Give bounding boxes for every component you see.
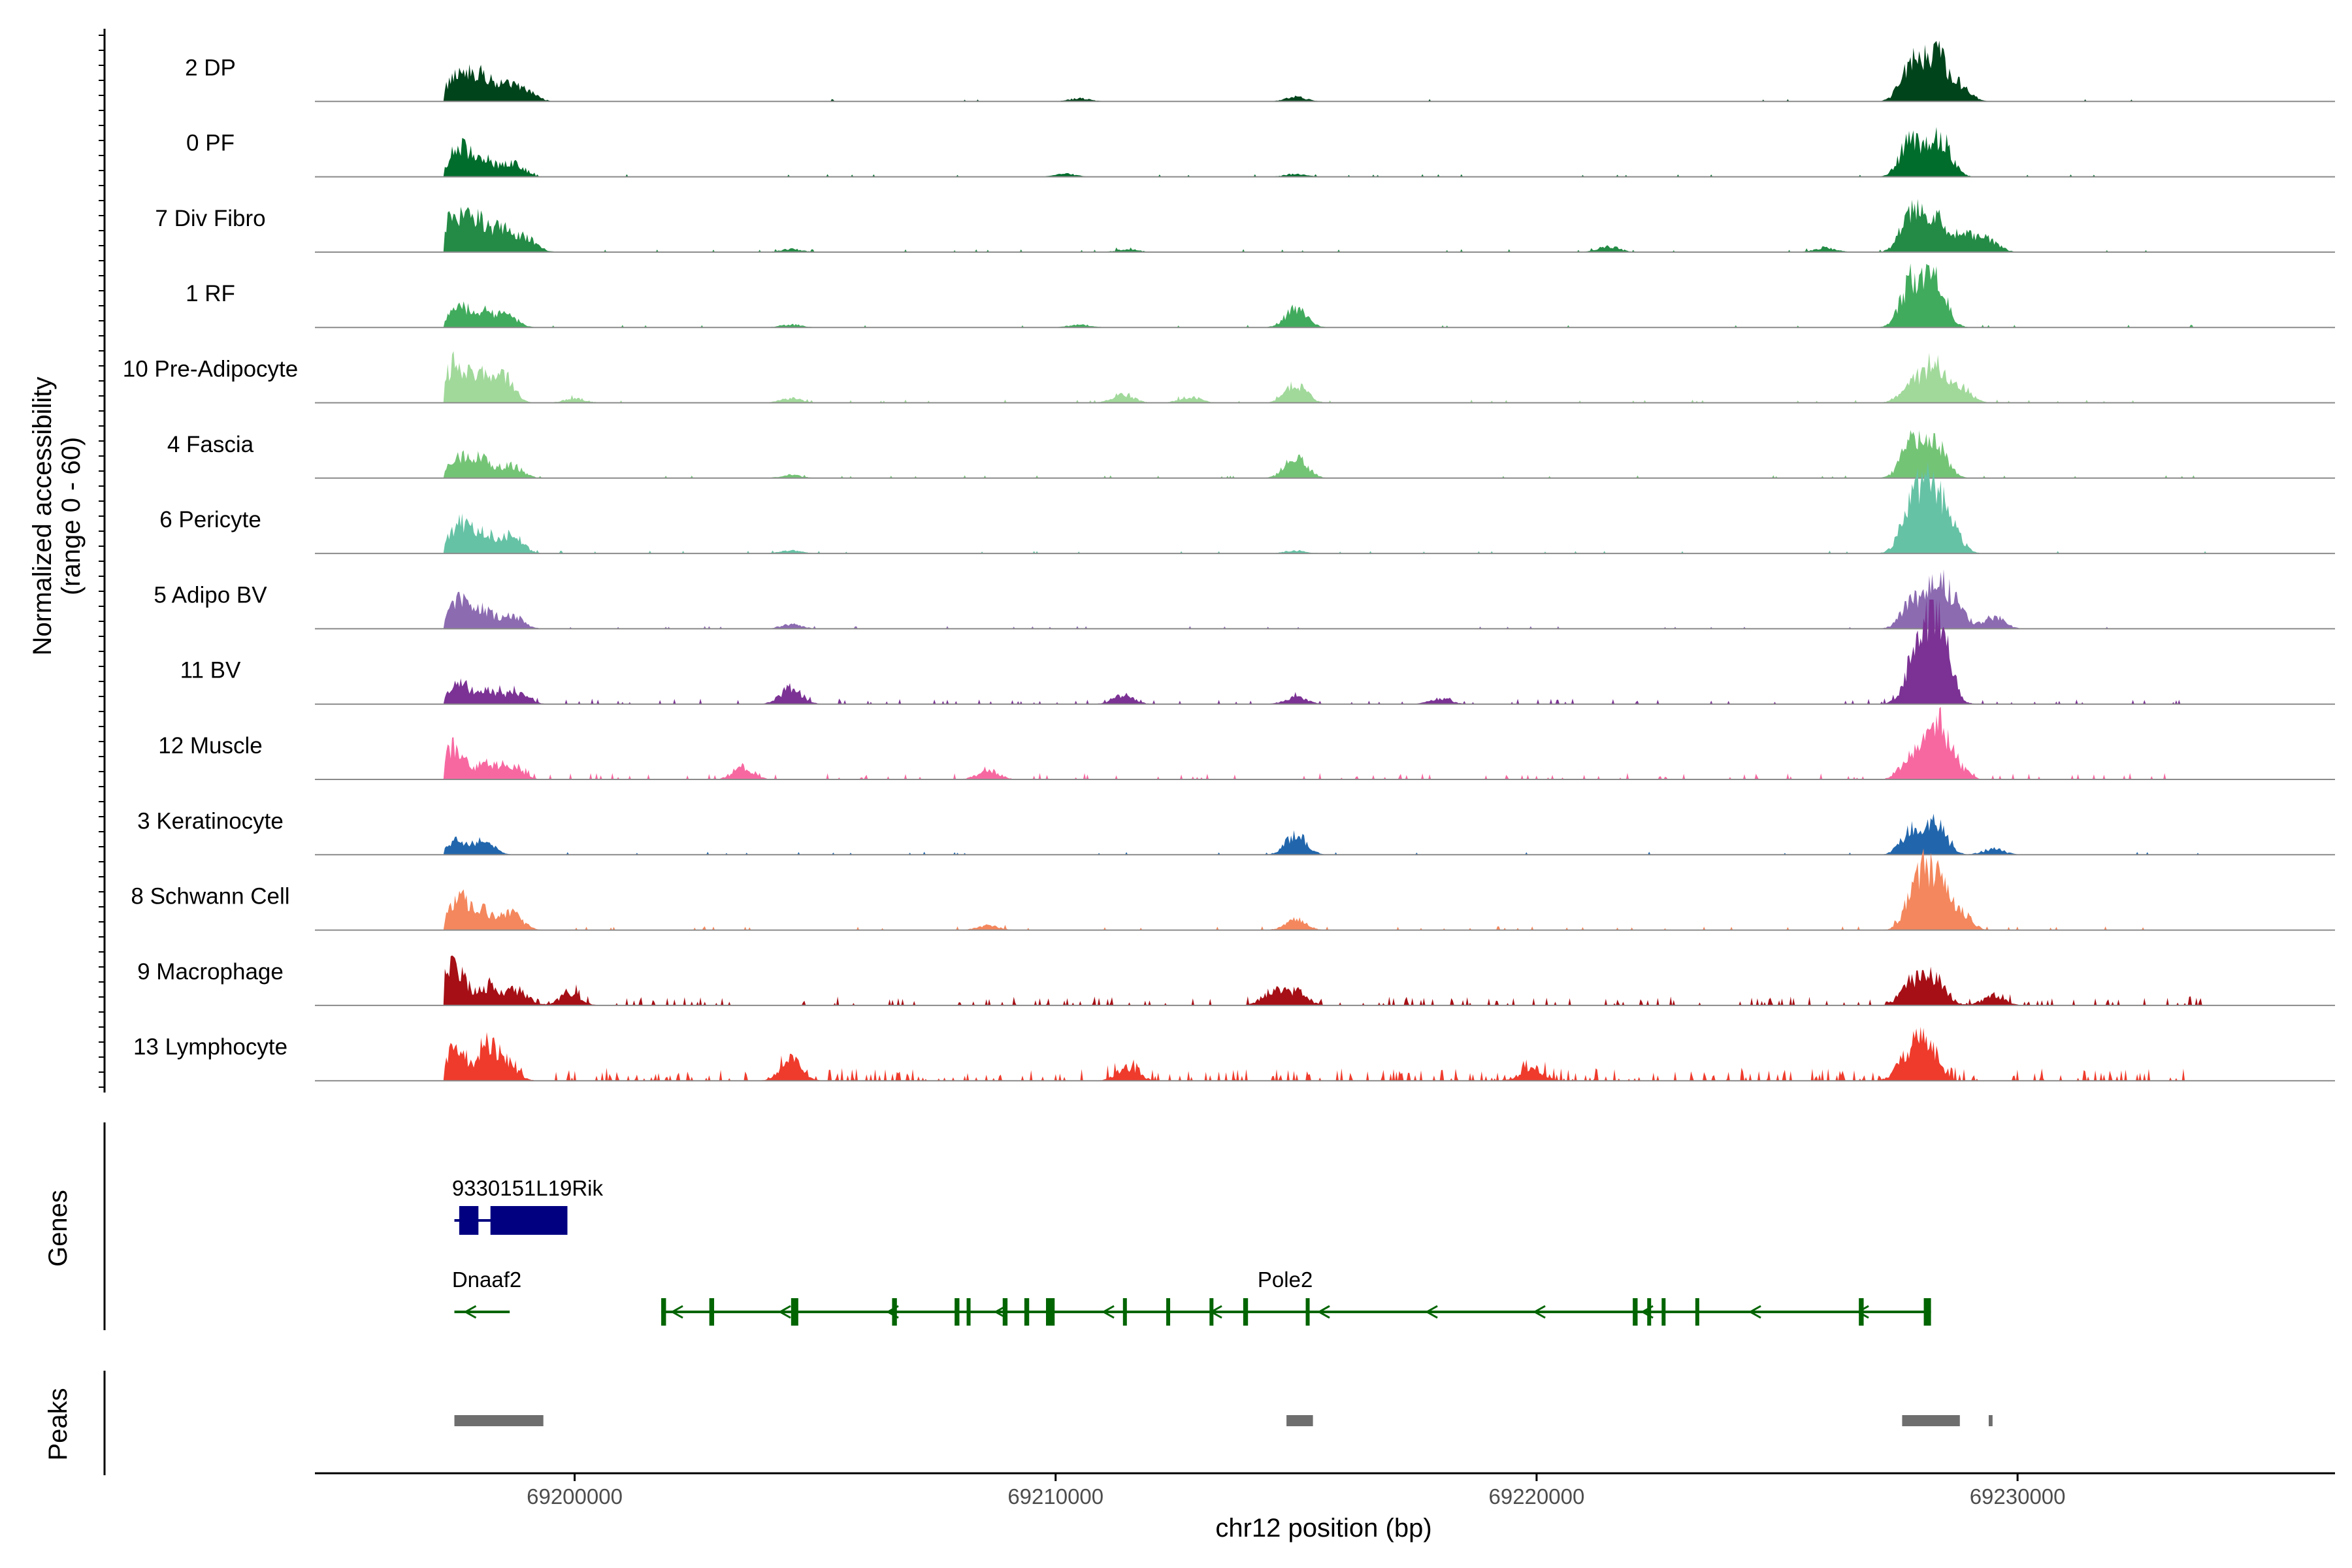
gene-exon: [661, 1298, 666, 1326]
y-axis-label: Normalized accessibility: [28, 377, 57, 656]
coverage-area: [315, 1026, 2335, 1081]
track-11-bv: 11 BV: [180, 599, 2335, 705]
track-label: 4 Fascia: [167, 432, 254, 457]
coverage-area: [315, 462, 2335, 554]
gene-pole2: Pole2: [661, 1267, 1931, 1326]
track-4-fascia: 4 Fascia: [167, 430, 2335, 479]
coverage-area: [315, 351, 2335, 403]
coverage-area: [315, 127, 2335, 177]
track-label: 9 Macrophage: [137, 959, 284, 985]
gene-exon: [892, 1298, 897, 1326]
gene-exon: [1046, 1298, 1055, 1326]
coverage-area: [315, 707, 2335, 779]
track-1-rf: 1 RF: [186, 263, 2335, 329]
coverage-area: [315, 41, 2335, 102]
gene-exon: [1695, 1298, 1699, 1326]
track-label: 8 Schwann Cell: [131, 884, 289, 909]
track-label: 3 Keratinocyte: [137, 808, 284, 834]
coverage-area: [315, 813, 2335, 855]
track-13-lymphocyte: 13 Lymphocyte: [133, 1026, 2335, 1082]
peak-region: [1902, 1415, 1960, 1426]
x-tick-label: 69230000: [1970, 1484, 2066, 1509]
gene-exon: [1923, 1298, 1931, 1326]
track-7-div-fibro: 7 Div Fibro: [155, 199, 2335, 253]
track-label: 7 Div Fibro: [155, 206, 265, 231]
coverage-area: [315, 199, 2335, 252]
track-label: 11 BV: [180, 658, 241, 683]
coverage-area: [315, 848, 2335, 930]
track-label: 0 PF: [186, 131, 235, 156]
gene-exon: [1122, 1298, 1127, 1326]
gene-exon: [966, 1298, 971, 1326]
peak-track: [103, 1371, 1993, 1475]
gene-9330151l19rik: 9330151L19Rik: [452, 1176, 604, 1235]
gene-exon: [955, 1298, 960, 1326]
gene-exon: [1305, 1298, 1310, 1326]
peak-region: [1988, 1415, 1993, 1426]
gene-exon: [1024, 1298, 1030, 1326]
strand-chevron: [1856, 1305, 1869, 1319]
strand-chevron: [1317, 1305, 1330, 1319]
strand-chevron: [1748, 1305, 1761, 1319]
peak-region: [454, 1415, 544, 1426]
strand-chevron: [1102, 1305, 1115, 1319]
coverage-area: [315, 599, 2335, 704]
coverage-area: [315, 569, 2335, 629]
x-tick-label: 69210000: [1007, 1484, 1103, 1509]
strand-chevron: [1425, 1305, 1438, 1319]
track-label: 2 DP: [185, 55, 236, 80]
gene-exon: [1166, 1298, 1171, 1326]
strand-chevron: [1533, 1305, 1546, 1319]
track-label: 6 Pericyte: [159, 507, 261, 532]
gene-dnaaf2: Dnaaf2: [452, 1267, 521, 1319]
x-tick-label: 69200000: [527, 1484, 623, 1509]
track-0-pf: 0 PF: [186, 127, 2335, 178]
track-8-schwann-cell: 8 Schwann Cell: [131, 848, 2335, 931]
track-5-adipo-bv: 5 Adipo BV: [154, 569, 2335, 630]
gene-exon: [1209, 1298, 1214, 1326]
track-3-keratinocyte: 3 Keratinocyte: [137, 808, 2335, 856]
gene-exon: [1002, 1298, 1008, 1326]
coverage-tracks: 2 DP 0 PF 7 Div Fibro 1 RF 10 Pre-Adipocyte 4…: [99, 29, 2335, 1093]
track-label: 12 Muscle: [158, 733, 263, 759]
gene-label: Pole2: [1258, 1267, 1313, 1292]
x-axis-label: chr12 position (bp): [1215, 1514, 1431, 1543]
gene-exon: [1633, 1298, 1638, 1326]
coverage-area: [315, 955, 2335, 1005]
track-label: 5 Adipo BV: [154, 582, 267, 608]
track-9-macrophage: 9 Macrophage: [137, 955, 2335, 1006]
gene-exon: [709, 1298, 715, 1326]
x-axis: chr12 position (bp) 69200000 69210000 6922…: [315, 1472, 2335, 1543]
gene-track: 9330151L19Rik Dnaaf2 Pole2: [103, 1122, 1931, 1330]
gene-exon: [1243, 1298, 1249, 1326]
strand-chevron: [670, 1305, 683, 1319]
peak-region: [1286, 1415, 1313, 1426]
genes-panel-label: Genes: [44, 1190, 73, 1267]
strand-chevron: [994, 1305, 1007, 1319]
gene-label: 9330151L19Rik: [452, 1176, 604, 1200]
gene-exon: [791, 1298, 798, 1326]
y-axis-label-range: (range 0 - 60): [57, 437, 86, 595]
gene-exon: [490, 1206, 568, 1235]
track-label: 10 Pre-Adipocyte: [123, 357, 298, 382]
gene-exon: [1647, 1298, 1652, 1326]
gene-exon: [1859, 1298, 1864, 1326]
x-tick-label: 69220000: [1489, 1484, 1585, 1509]
coverage-area: [315, 263, 2335, 328]
gene-exon: [1661, 1298, 1666, 1326]
track-label: 13 Lymphocyte: [133, 1034, 287, 1060]
track-label: 1 RF: [186, 281, 235, 306]
strand-chevron: [778, 1305, 791, 1319]
gene-exon: [459, 1206, 479, 1235]
strand-chevron: [463, 1305, 477, 1319]
track-2-dp: 2 DP: [185, 41, 2335, 103]
gene-label: Dnaaf2: [452, 1267, 521, 1292]
coverage-area: [315, 430, 2335, 478]
peaks-panel-label: Peaks: [44, 1388, 73, 1460]
track-6-pericyte: 6 Pericyte: [159, 462, 2335, 555]
track-12-muscle: 12 Muscle: [158, 707, 2335, 780]
track-10-pre-adipocyte: 10 Pre-Adipocyte: [123, 351, 2335, 404]
